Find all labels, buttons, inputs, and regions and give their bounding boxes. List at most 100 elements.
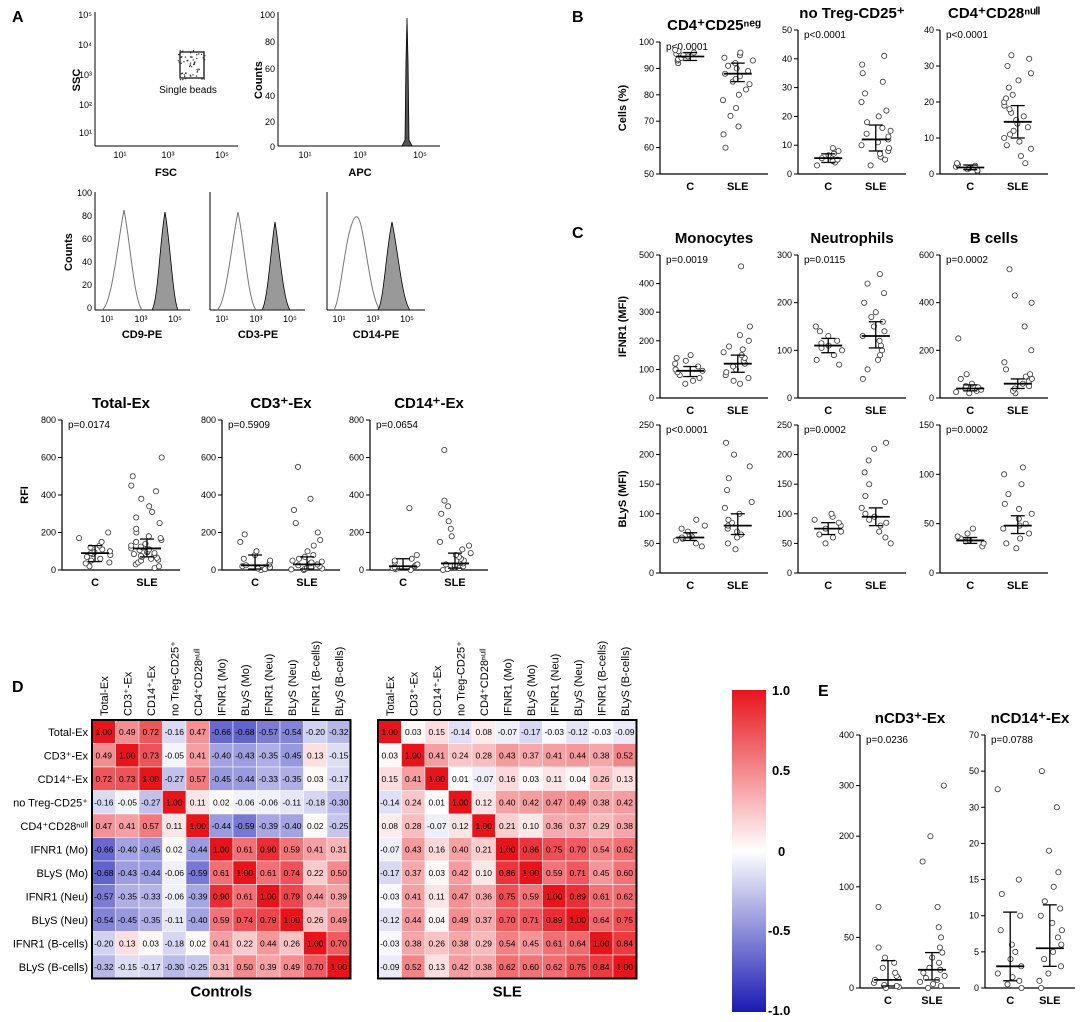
data-point <box>859 375 866 382</box>
scatter-ytick: 10² <box>79 100 92 110</box>
heatmap-row-label: CD4⁺CD28ⁿᵘˡˡ <box>20 821 88 833</box>
plot-title: B cells <box>970 230 1018 247</box>
heatmap-column-label: CD4⁺CD28ⁿᵘˡˡ <box>193 648 205 716</box>
gate-event-dot <box>202 57 204 59</box>
apc-xtick: 10³ <box>353 150 366 160</box>
ytick-label: 200 <box>839 831 854 841</box>
data-point <box>130 551 137 558</box>
data-point <box>938 934 945 941</box>
heatmap-value: 0.57 <box>142 821 159 831</box>
data-point <box>105 529 112 536</box>
data-point <box>133 525 140 532</box>
heatmap-column-label: IFNR1 (Mo) <box>216 659 228 716</box>
dot-plot: 0 100 200 300 Neutrophils p=0.0115 C SLE <box>777 230 906 417</box>
gate-event-dot <box>177 60 179 62</box>
data-point <box>1013 545 1020 552</box>
heatmap-value: 0.22 <box>307 868 324 878</box>
data-point <box>876 271 883 278</box>
heatmap: 1.00 0.49 0.72 -0.16 0.47 -0.66 -0.68 -0.57 -0.5… <box>13 641 352 1001</box>
data-point <box>1012 948 1019 955</box>
data-point <box>953 388 960 395</box>
ytick-label: 0 <box>649 393 654 403</box>
data-point <box>1050 883 1057 890</box>
data-point <box>88 557 95 564</box>
heatmap-row-label: IFNR1 (Mo) <box>31 844 88 856</box>
data-point <box>310 542 317 549</box>
data-point <box>858 504 865 511</box>
scatter-ytick: 10⁴ <box>78 40 92 50</box>
apc-ytick: 20 <box>265 117 275 127</box>
data-point <box>822 540 829 547</box>
scatter-ytick: 10¹ <box>79 128 92 138</box>
heatmap-value: -0.57 <box>94 891 114 901</box>
plot-title: CD4⁺CD28ⁿᵘˡˡ <box>948 5 1040 22</box>
heatmap-value: -0.17 <box>329 774 349 784</box>
plot-title: Neutrophils <box>810 230 893 247</box>
category-label: SLE <box>296 577 317 589</box>
data-point <box>830 534 837 541</box>
heatmap-value: -0.44 <box>212 821 232 831</box>
gate-event-dot <box>196 71 198 73</box>
ytick-label: 0 <box>929 568 934 578</box>
data-point <box>835 519 842 526</box>
gate-event-dot <box>197 70 199 72</box>
gate-event-dot <box>195 51 198 53</box>
plot-ylabel: Cells (%) <box>617 84 629 131</box>
data-point <box>682 357 689 364</box>
gate-event-dot <box>198 53 200 55</box>
heatmap-value: 0.49 <box>569 797 586 807</box>
data-point <box>1010 127 1017 134</box>
data-point <box>725 475 732 482</box>
data-point <box>406 505 413 512</box>
data-point <box>237 538 244 545</box>
gate-event-dot <box>184 78 187 80</box>
hist-ytick: 40 <box>82 257 92 267</box>
heatmap-value: 1.00 <box>119 750 136 760</box>
p-value: p<0.0001 <box>946 30 988 41</box>
heatmap-value: -0.17 <box>141 962 161 972</box>
category-label: C <box>966 405 974 417</box>
heatmap-value: 0.03 <box>381 750 398 760</box>
gate-event-dot <box>184 72 187 74</box>
data-point <box>98 538 105 545</box>
data-point <box>811 516 818 523</box>
hist-xtick: 10¹ <box>215 314 228 324</box>
heatmap-value: 0.57 <box>189 774 206 784</box>
heatmap-value: -0.16 <box>165 727 185 737</box>
gate-event-dot <box>192 59 194 61</box>
gate-event-dot <box>189 62 192 64</box>
data-point <box>1028 145 1035 152</box>
heatmap-value: 0.29 <box>593 821 610 831</box>
heatmap-value: -0.35 <box>118 891 138 901</box>
ytick-label: 50 <box>844 932 854 942</box>
heatmap-column-label: IFNR1 (B-cells) <box>596 641 608 716</box>
ytick-label: 300 <box>777 250 792 260</box>
data-point <box>459 546 466 553</box>
heatmap-column-label: Total-Ex <box>99 676 111 716</box>
ytick-label: 400 <box>41 490 56 500</box>
ytick-label: 200 <box>349 528 364 538</box>
category-label: C <box>686 181 694 193</box>
data-point <box>721 54 728 61</box>
gate-event-dot <box>204 59 206 61</box>
heatmap-value: 1.00 <box>236 868 253 878</box>
data-point <box>155 563 162 570</box>
heatmap-value: -0.32 <box>329 727 349 737</box>
ytick-label: 0 <box>359 565 364 575</box>
apc-ylabel: Counts <box>253 61 265 99</box>
data-point <box>1058 927 1065 934</box>
heatmap-value: -0.07 <box>498 727 518 737</box>
heatmap-value: 0.42 <box>452 868 469 878</box>
stained-peak <box>151 211 179 311</box>
heatmap-column-label: IFNR1 (Neu) <box>549 654 561 716</box>
heatmap-value: -0.12 <box>380 915 400 925</box>
data-point <box>158 454 165 461</box>
data-point <box>745 374 752 381</box>
heatmap-value: -0.43 <box>235 750 255 760</box>
ytick-label: 50 <box>782 25 792 35</box>
heatmap-value: 0.70 <box>330 938 347 948</box>
ytick-label: 80 <box>644 90 654 100</box>
data-point <box>883 107 890 114</box>
apc-ytick: 40 <box>265 91 275 101</box>
data-point <box>875 944 882 951</box>
